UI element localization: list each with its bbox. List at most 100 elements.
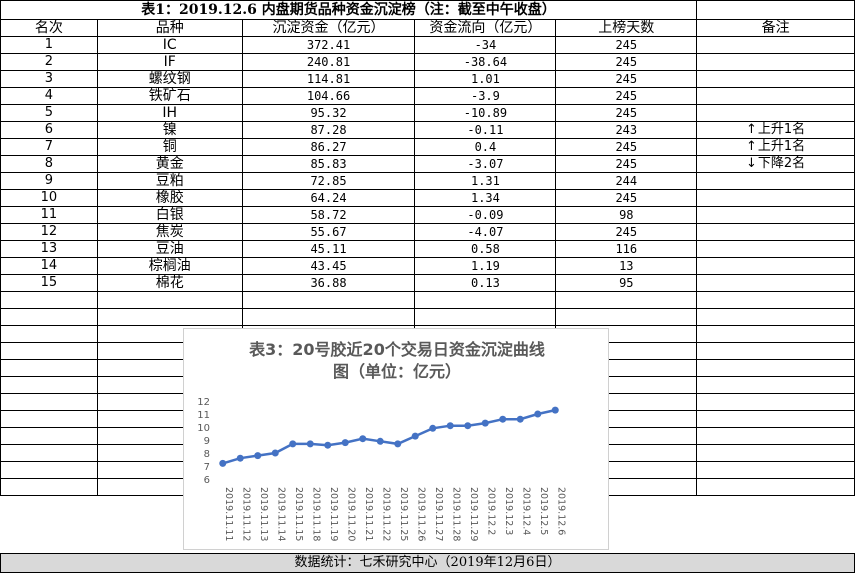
header-days: 上榜天数 — [555, 19, 698, 37]
y-tick-label: 11 — [197, 410, 210, 421]
empty-cell — [696, 427, 855, 445]
y-tick-label: 8 — [204, 449, 210, 460]
variety-cell: 螺纹钢 — [96, 70, 243, 88]
header-flow: 资金流向（亿元） — [414, 19, 557, 37]
data-point — [254, 452, 262, 460]
rank-cell: 10 — [0, 189, 98, 207]
days-cell: 244 — [555, 172, 698, 190]
data-point — [429, 424, 437, 432]
empty-cell — [0, 410, 98, 428]
data-point — [324, 441, 332, 449]
table-row: 13 豆油 45.11 0.58 116 — [0, 240, 855, 258]
data-point — [359, 435, 367, 443]
data-point — [271, 449, 279, 457]
empty-cell — [241, 308, 416, 326]
note-cell — [696, 70, 855, 88]
rank-cell: 12 — [0, 223, 98, 241]
empty-cell — [696, 478, 855, 496]
capital-cell: 114.81 — [241, 70, 416, 88]
table-row: 8 黄金 85.83 -3.07 245 ↓下降2名 — [0, 155, 855, 173]
days-cell: 13 — [555, 257, 698, 275]
empty-cell — [696, 342, 855, 360]
capital-cell: 87.28 — [241, 121, 416, 139]
flow-cell: 0.13 — [414, 274, 557, 292]
empty-cell — [0, 325, 98, 343]
x-tick-label: 2019.12.2 — [485, 487, 496, 535]
data-point — [411, 432, 419, 440]
variety-cell: 白银 — [96, 206, 243, 224]
days-cell: 245 — [555, 53, 698, 71]
capital-cell: 372.41 — [241, 36, 416, 54]
variety-cell: 镍 — [96, 121, 243, 139]
flow-cell: 0.4 — [414, 138, 557, 156]
data-point — [376, 437, 384, 445]
empty-cell — [0, 308, 98, 326]
rank-cell: 8 — [0, 155, 98, 173]
capital-cell: 72.85 — [241, 172, 416, 190]
y-tick-label: 9 — [204, 436, 210, 447]
data-point — [516, 415, 524, 423]
x-tick-label: 2019.11.11 — [223, 487, 234, 541]
flow-cell: -3.9 — [414, 87, 557, 105]
table-row: 14 棕榈油 43.45 1.19 13 — [0, 257, 855, 275]
empty-cell — [696, 308, 855, 326]
x-tick-label: 2019.11.26 — [415, 487, 426, 541]
days-cell: 245 — [555, 155, 698, 173]
flow-cell: -0.09 — [414, 206, 557, 224]
rank-cell: 11 — [0, 206, 98, 224]
empty-cell — [0, 393, 98, 411]
capital-cell: 45.11 — [241, 240, 416, 258]
arrow-up-icon: ↑ — [746, 122, 757, 138]
days-cell: 245 — [555, 223, 698, 241]
y-tick-label: 6 — [204, 475, 210, 486]
flow-cell: -10.89 — [414, 104, 557, 122]
empty-cell — [0, 461, 98, 479]
table-row: 7 铜 86.27 0.4 245 ↑上升1名 — [0, 138, 855, 156]
table-row: 11 白银 58.72 -0.09 98 — [0, 206, 855, 224]
x-tick-label: 2019.11.20 — [345, 487, 356, 541]
variety-cell: 铁矿石 — [96, 87, 243, 105]
days-cell: 245 — [555, 138, 698, 156]
table-row: 6 镍 87.28 -0.11 243 ↑上升1名 — [0, 121, 855, 139]
variety-cell: 铜 — [96, 138, 243, 156]
y-tick-label: 7 — [204, 462, 210, 473]
flow-cell: -4.07 — [414, 223, 557, 241]
x-tick-label: 2019.11.13 — [258, 487, 269, 541]
empty-cell — [0, 444, 98, 462]
flow-cell: 1.19 — [414, 257, 557, 275]
note-cell: ↓下降2名 — [696, 155, 855, 173]
note-cell — [696, 257, 855, 275]
data-point — [236, 454, 244, 462]
flow-cell: -34 — [414, 36, 557, 54]
data-point — [341, 439, 349, 447]
x-tick-label: 2019.11.27 — [433, 487, 444, 541]
data-point — [551, 406, 559, 414]
header-capital: 沉淀资金（亿元） — [241, 19, 416, 37]
variety-cell: 豆粕 — [96, 172, 243, 190]
x-tick-label: 2019.11.25 — [398, 487, 409, 541]
empty-cell — [696, 291, 855, 309]
empty-cell — [555, 291, 698, 309]
x-tick-label: 2019.11.19 — [328, 487, 339, 541]
note-cell: ↑上升1名 — [696, 121, 855, 139]
data-point — [534, 410, 542, 418]
empty-cell — [0, 342, 98, 360]
empty-cell — [96, 308, 243, 326]
days-cell: 245 — [555, 189, 698, 207]
table-row: 4 铁矿石 104.66 -3.9 245 — [0, 87, 855, 105]
chart-title-line2: 图（单位：亿元） — [332, 362, 461, 381]
days-cell: 98 — [555, 206, 698, 224]
note-text: 上升1名 — [757, 122, 806, 138]
empty-cell — [0, 478, 98, 496]
x-tick-label: 2019.11.18 — [310, 487, 321, 541]
chart-title: 表3：20号胶近20个交易日资金沉淀曲线 图（单位：亿元） — [184, 339, 610, 383]
capital-cell: 104.66 — [241, 87, 416, 105]
table-row: 3 螺纹钢 114.81 1.01 245 — [0, 70, 855, 88]
note-text: 上升1名 — [757, 139, 806, 155]
flow-cell: 1.31 — [414, 172, 557, 190]
table-row: 9 豆粕 72.85 1.31 244 — [0, 172, 855, 190]
days-cell: 245 — [555, 36, 698, 54]
empty-cell — [414, 291, 557, 309]
rank-cell: 1 — [0, 36, 98, 54]
x-tick-label: 2019.11.12 — [240, 487, 251, 541]
